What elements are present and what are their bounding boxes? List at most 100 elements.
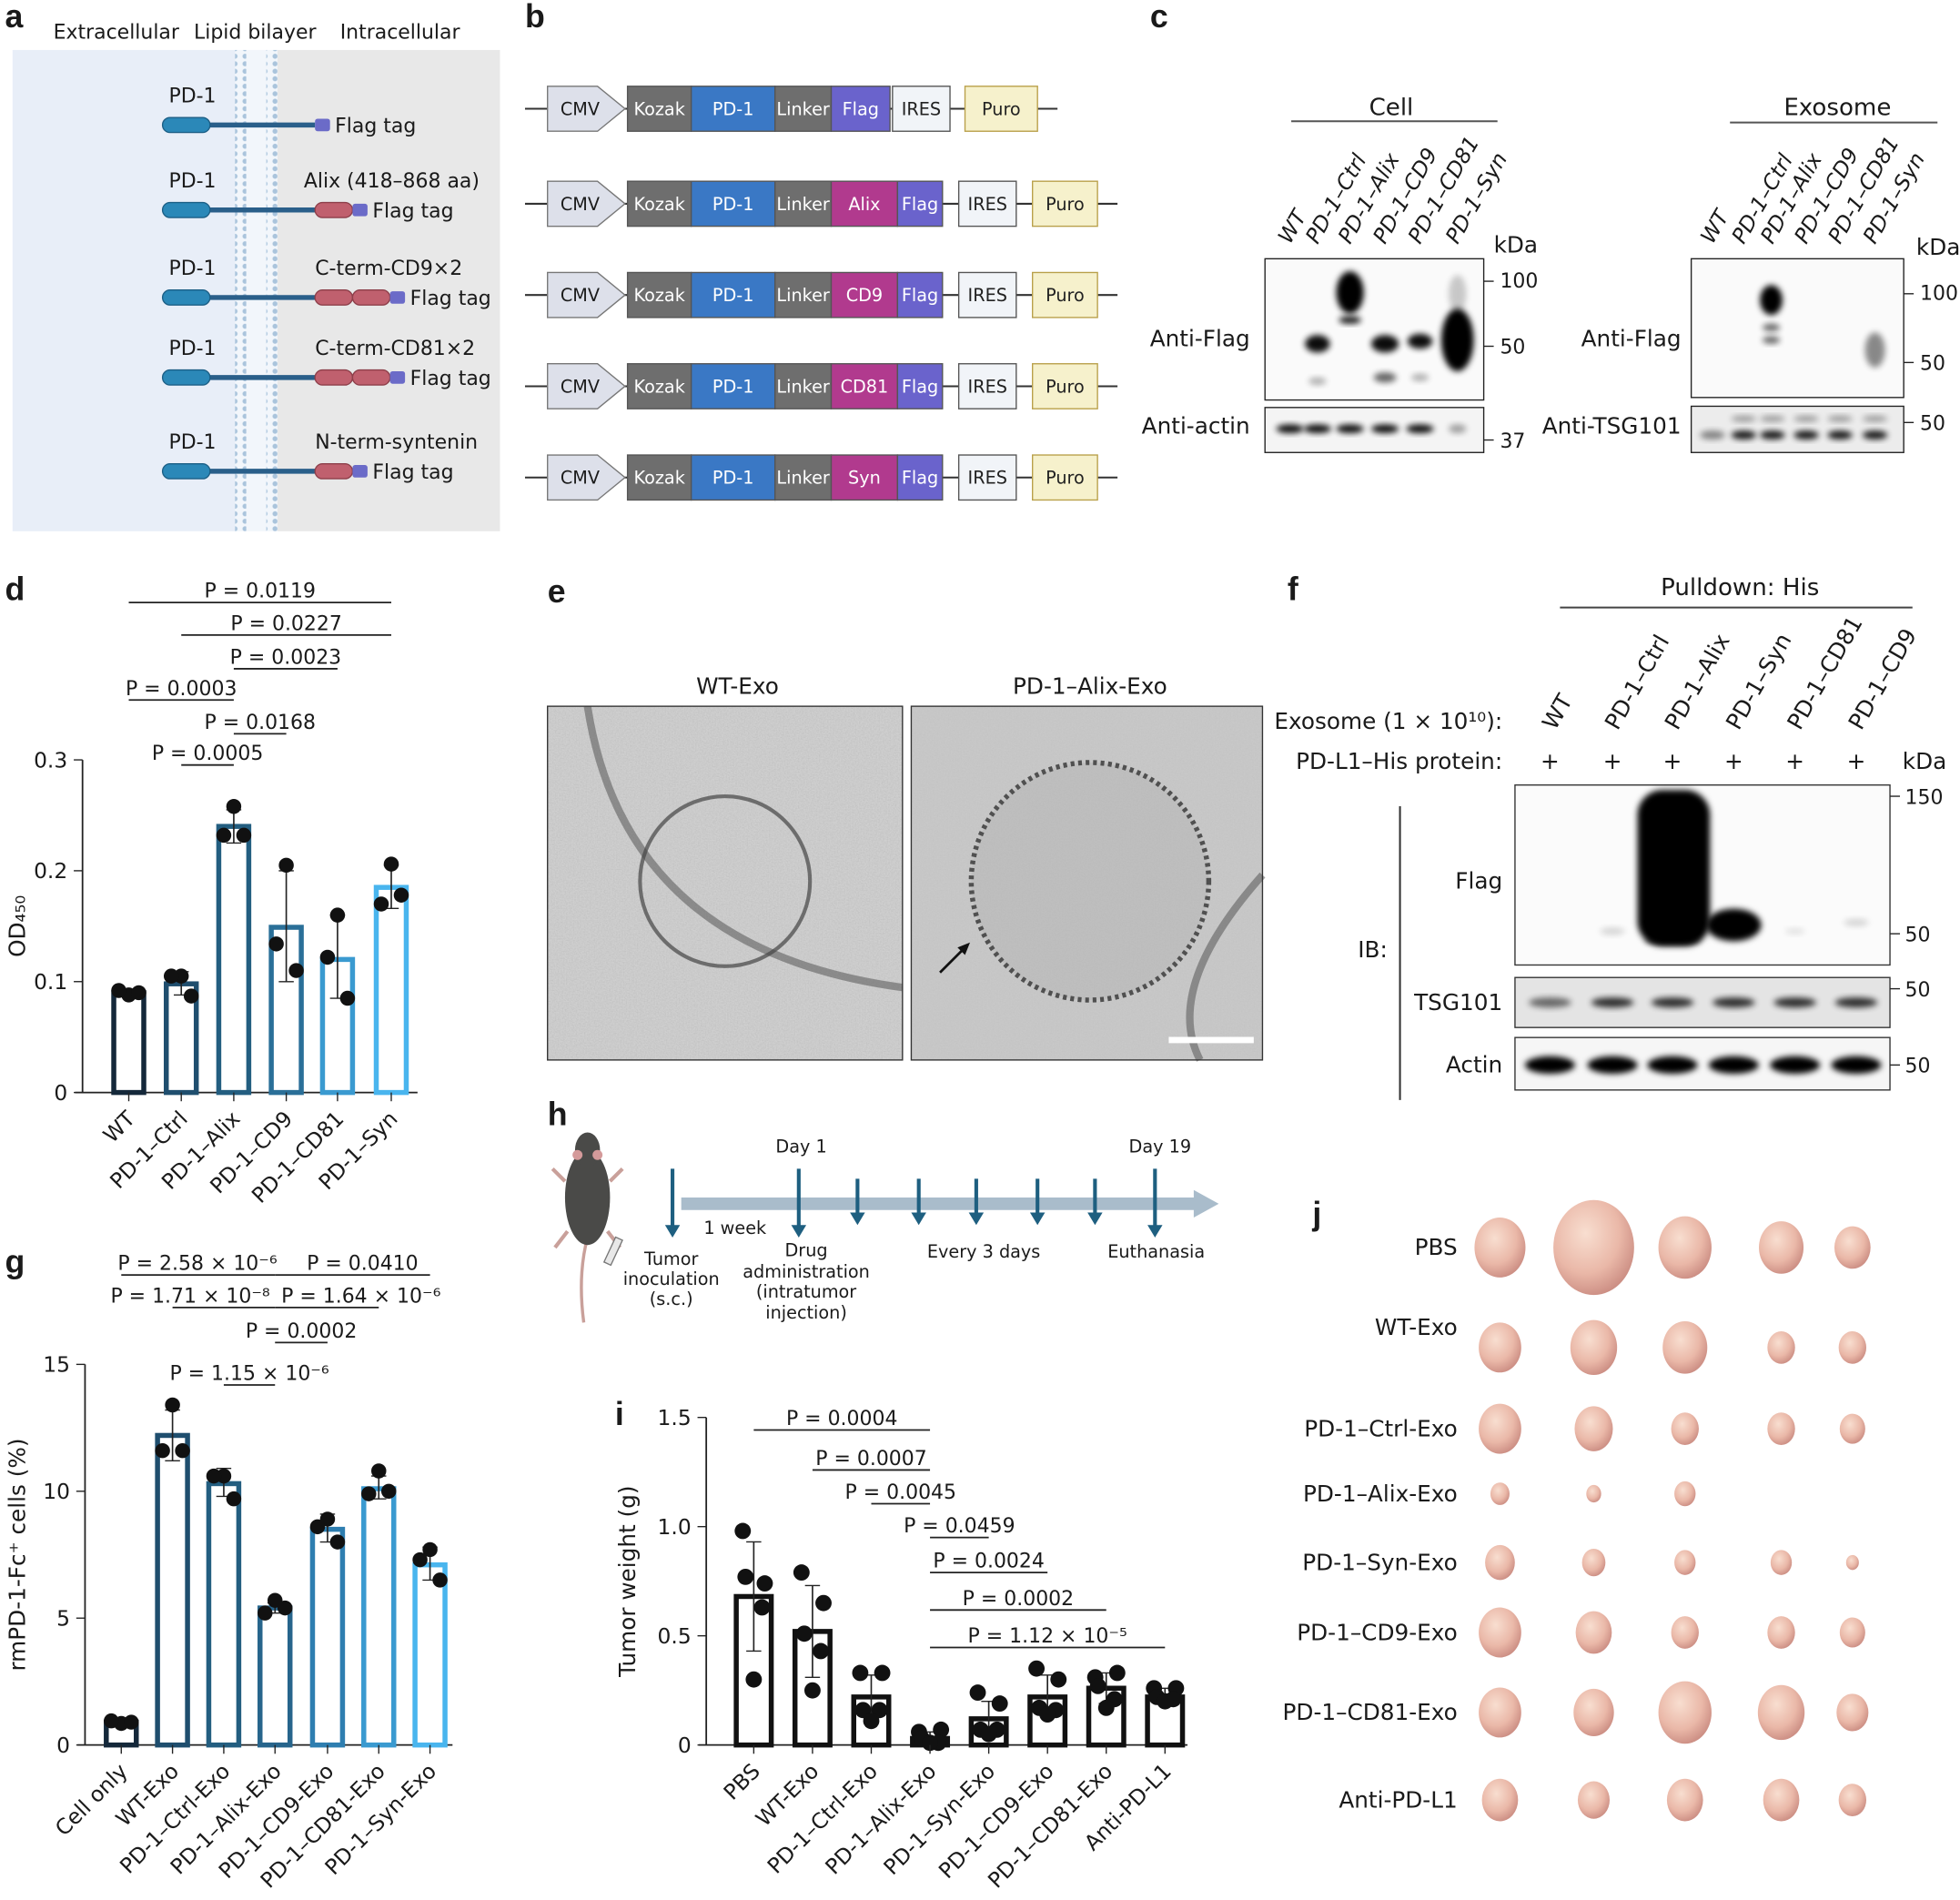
data-point [803,1682,821,1699]
segment-label: Flag [902,376,938,397]
y-tick-label: 5 [56,1605,70,1631]
tumor-group-label: PD-1–Syn-Exo [1302,1549,1457,1575]
tumor-photo [1839,1617,1865,1648]
plus-sign: + [1785,748,1804,774]
segment-label: Kozak [633,194,685,215]
band [1651,997,1694,1008]
exosome-title: Exosome [1783,94,1891,121]
data-point [1050,1671,1067,1688]
em-noise [547,706,903,1060]
tumor-photo [1573,1688,1614,1737]
drug-label-2: administration [743,1261,870,1282]
band [1862,415,1888,422]
down-arrow-icon [1029,1178,1046,1226]
em-title-alix-exo: PD-1–Alix-Exo [1013,672,1167,699]
band [1647,1056,1698,1074]
band [1407,333,1433,349]
data-point [863,1713,880,1730]
segment-kozak [626,180,692,227]
segment-ires [957,180,1017,227]
tumor-photo [1481,1778,1519,1822]
panel-label-d: d [5,571,25,607]
p-value-label: P = 0.0045 [845,1481,957,1504]
band [1339,316,1361,324]
carbon-edge [583,705,904,992]
plus-sign: + [1663,748,1682,774]
band [1731,430,1757,440]
lipid-leaflet-outer [235,49,247,531]
panel-label-f: f [1288,571,1298,607]
tumor-photo [1658,1681,1712,1744]
segment-linker [774,180,833,227]
panel-label-e: e [548,573,566,610]
band [1370,335,1399,353]
tumor-photo [1575,1611,1612,1654]
y-axis-label: OD₄₅₀ [5,895,31,957]
tumor-group-label: PD-1–CD81-Exo [1283,1699,1458,1725]
exosome-kda-label: kDa [1916,234,1960,260]
kda-label: kDa [1903,748,1947,774]
fusion-domain [351,369,391,386]
tumor-group-label: PBS [1415,1234,1458,1260]
data-point [226,798,242,814]
band [1449,424,1467,433]
timeline-arrow [681,1189,1219,1218]
data-point [1108,1664,1126,1682]
data-point [236,827,252,844]
interval-label: 1 week [703,1218,767,1238]
pd1-domain [161,369,211,386]
exosome-size-markers: 100 50 50 [1904,283,1958,436]
exosome-row-label: Exosome (1 × 10¹⁰): [1274,708,1502,734]
band [1336,424,1364,433]
segment-ires [957,454,1017,501]
construct-row: PD-1 Flag tag N-term-syntenin [161,431,478,484]
y-tick-label: 0.1 [34,969,67,995]
data-point [734,1522,752,1540]
band [1706,908,1762,942]
marker-50: 50 [1920,413,1945,436]
plus-sign: + [1603,748,1622,774]
segment-label: Syn [848,468,881,489]
panel-h-treatment-timeline: Day 1 Day 19 1 week Tumor inoculation (s… [551,1132,1219,1323]
tsg101-blot [1514,976,1891,1028]
em-image-alix-exo [910,705,1266,1062]
construct-row: PD-1 Flag tag C-term-CD81×2 [161,338,491,390]
bar [155,1432,190,1748]
header-lipid-bilayer: Lipid bilayer [194,22,317,45]
y-tick-label: 1.0 [658,1514,692,1540]
segment-syn [830,454,899,501]
construct-row: PD-1 Flag tag [161,86,416,138]
band [1406,424,1434,433]
tumor-photo [1674,1481,1696,1507]
segment-puro [1032,180,1098,227]
data-point [815,1594,832,1612]
cell-kda-label: kDa [1494,231,1539,258]
exosome-anti-tsg101-label: Anti-TSG101 [1542,413,1682,440]
segment-label: Puro [1046,468,1085,489]
band [1773,997,1816,1008]
segment-alix [830,180,899,227]
pd1-label: PD-1 [168,258,216,280]
segment-linker [774,363,833,409]
data-point [922,1734,938,1752]
band [1644,935,1701,945]
lipid-leaflet-inner [266,49,278,531]
data-point [371,1463,387,1479]
segment-label: Linker [776,98,829,119]
panel-d-od450-bar-chart: 00.10.20.3OD₄₅₀WTPD-1–CtrlPD-1–AlixPD-1–… [5,581,418,1208]
band [1303,424,1332,433]
cell-anti-actin-label: Anti-actin [1142,413,1250,440]
data-point [412,1551,428,1568]
fusion-label: C-term-CD81×2 [315,338,475,360]
bar [111,990,146,1096]
day19-label: Day 19 [1129,1137,1192,1157]
segment-label: Linker [776,376,829,397]
actin-blot [1514,1036,1891,1091]
y-tick-label: 10 [43,1479,70,1504]
band [1784,927,1805,935]
segment-label: PD-1 [712,194,754,215]
fusion-domain [314,201,354,218]
tumor-photo [1838,1784,1867,1816]
drug-label-4: injection) [765,1302,847,1323]
em-image-wt-exo [547,705,904,1061]
